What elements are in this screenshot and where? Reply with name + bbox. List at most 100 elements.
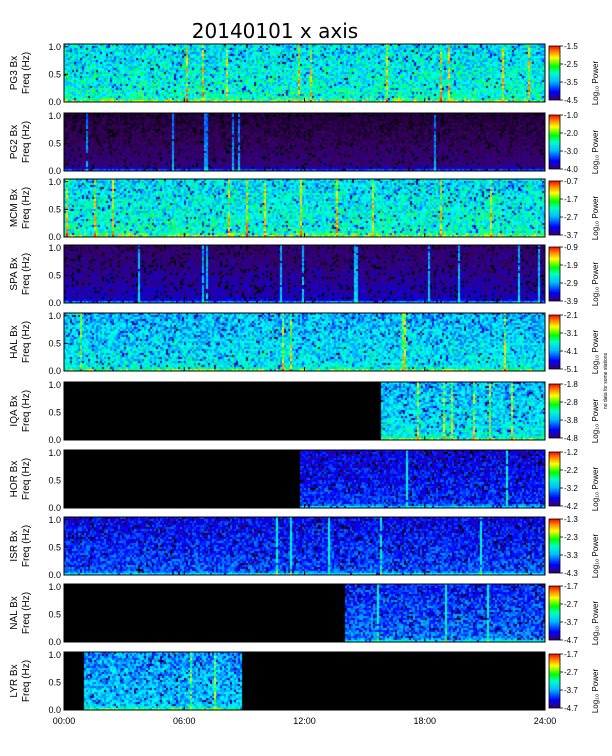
colorbar-tick-label: -3.1 [564, 329, 578, 338]
colorbar-tick-label: -2.1 [564, 311, 578, 320]
y-tick-label: 0.0 [48, 705, 61, 715]
y-tick-label: 0.0 [48, 503, 61, 513]
panel-hal: 0.0 0.5 1.0 HAL Bx Freq (Hz) -2.1 -3.1 -4.1 -5.1… [9, 311, 609, 409]
y-tick-label: 1.0 [48, 243, 61, 253]
y-tick-label: 0.5 [48, 138, 61, 148]
colorbar-tick-label: -4.8 [564, 434, 578, 443]
y-tick-label: 1.0 [48, 311, 61, 321]
spectrogram-image [64, 382, 545, 440]
y-tick-label: 0.5 [48, 407, 61, 417]
y-tick-label: 1.0 [48, 42, 61, 52]
panel-isr: 0.0 0.5 1.0 ISR Bx Freq (Hz) -1.3 -2.3 -3.3 -4.3… [9, 515, 600, 580]
colorbar-label: Log₁₀ Power [591, 330, 600, 375]
colorbar [548, 518, 561, 574]
colorbar-tick-label: -4.7 [564, 636, 578, 645]
colorbar [548, 45, 561, 101]
colorbar-tick-label: -3.7 [564, 231, 578, 240]
y-tick-label: 1.0 [48, 111, 61, 121]
colorbar-tick-label: -3.8 [564, 416, 578, 425]
y-tick-label: 0.5 [48, 609, 61, 619]
colorbar-tick-label: -1.2 [564, 448, 578, 457]
colorbar-tick-label: -0.7 [564, 177, 578, 186]
colorbar [548, 180, 561, 236]
y-tick-label: 0.0 [48, 435, 61, 445]
y-tick-label: 1.0 [48, 448, 61, 458]
colorbar-tick-label: -3.2 [564, 484, 578, 493]
colorbar-tick-label: -4.2 [564, 502, 578, 511]
y-tick-label: 0.0 [48, 97, 61, 107]
colorbar-label: Log₁₀ Power [591, 262, 600, 307]
station-label: NAL Bx [9, 596, 20, 630]
y-tick-label: 1.0 [48, 582, 61, 592]
spectrogram-image [64, 517, 545, 575]
x-tick-label: 06:00 [173, 716, 196, 726]
y-tick-label: 1.0 [48, 515, 61, 525]
freq-label: Freq (Hz) [21, 253, 32, 295]
freq-label: Freq (Hz) [21, 321, 32, 363]
station-label: LYR Bx [9, 664, 20, 697]
colorbar [548, 246, 561, 302]
colorbar-tick-label: -2.3 [564, 533, 578, 542]
station-label: ISR Bx [9, 530, 20, 561]
colorbar [548, 451, 561, 507]
freq-label: Freq (Hz) [21, 187, 32, 229]
colorbar-label: Log₁₀ Power [591, 61, 600, 106]
colorbar-tick-label: -3.5 [564, 78, 578, 87]
colorbar-label: Log₁₀ Power [591, 130, 600, 175]
spectrogram-image [64, 179, 545, 237]
panel-iqa: 0.0 0.5 1.0 IQA Bx Freq (Hz) -1.8 -2.8 -3.8 -4.8… [9, 380, 600, 445]
colorbar-tick-label: -3.7 [564, 686, 578, 695]
colorbar-tick-label: -2.2 [564, 466, 578, 475]
colorbar-tick-label: -5.1 [564, 365, 578, 374]
y-tick-label: 0.0 [48, 637, 61, 647]
panel-hor: 0.0 0.5 1.0 HOR Bx Freq (Hz) -1.2 -2.2 -3.2 -4.2… [9, 448, 600, 513]
y-tick-label: 0.0 [48, 166, 61, 176]
colorbar-tick-label: -2.8 [564, 398, 578, 407]
colorbar-tick-label: -4.5 [564, 96, 578, 105]
colorbar-tick-label: -2.7 [564, 668, 578, 677]
spectrogram-image [64, 44, 545, 102]
freq-label: Freq (Hz) [21, 458, 32, 500]
colorbar-label: Log₁₀ Power [591, 196, 600, 241]
colorbar-tick-label: -1.7 [564, 582, 578, 591]
colorbar-tick-label: -2.7 [564, 600, 578, 609]
x-tick-label: 18:00 [413, 716, 436, 726]
y-tick-label: 0.5 [48, 69, 61, 79]
x-tick-label: 24:00 [534, 716, 557, 726]
y-tick-label: 0.5 [48, 475, 61, 485]
colorbar-tick-label: -1.9 [564, 261, 578, 270]
chart-title: 20140101 x axis [192, 19, 358, 43]
freq-label: Freq (Hz) [21, 390, 32, 432]
y-tick-label: 0.5 [48, 542, 61, 552]
panel-pg3: 0.0 0.5 1.0 PG3 Bx Freq (Hz) -1.5 -2.5 -3.5 -4.5… [9, 42, 600, 107]
panel-nal: 0.0 0.5 1.0 NAL Bx Freq (Hz) -1.7 -2.7 -3.7 -4.7… [9, 582, 600, 647]
x-tick-label: 12:00 [293, 716, 316, 726]
panel-lyr: 0.0 0.5 1.0 LYR Bx Freq (Hz) -1.7 -2.7 -3.7 -4.7… [9, 650, 600, 715]
colorbar-tick-label: -4.3 [564, 569, 578, 578]
colorbar-tick-label: -3.3 [564, 551, 578, 560]
freq-label: Freq (Hz) [21, 592, 32, 634]
spectrogram-image [64, 584, 545, 642]
colorbar-label: Log₁₀ Power [591, 467, 600, 512]
y-tick-label: 1.0 [48, 380, 61, 390]
colorbar-tick-label: -2.7 [564, 213, 578, 222]
colorbar-tick-label: -0.9 [564, 243, 578, 252]
y-tick-label: 0.0 [48, 570, 61, 580]
colorbar-tick-label: -2.0 [564, 129, 578, 138]
colorbar-tick-label: -1.7 [564, 650, 578, 659]
panel-pg2: 0.0 0.5 1.0 PG2 Bx Freq (Hz) -1.0 -2.0 -3.0 -4.0… [9, 111, 600, 176]
freq-label: Freq (Hz) [21, 660, 32, 702]
colorbar-tick-label: -3.9 [564, 297, 578, 306]
colorbar [548, 114, 561, 170]
colorbar-label: Log₁₀ Power [591, 534, 600, 579]
colorbar-tick-label: -2.5 [564, 60, 578, 69]
colorbar-tick-label: -3.7 [564, 618, 578, 627]
y-tick-label: 1.0 [48, 177, 61, 187]
y-tick-label: 1.0 [48, 650, 61, 660]
freq-label: Freq (Hz) [21, 525, 32, 567]
station-label: SPA Bx [9, 257, 20, 290]
station-label: PG2 Bx [9, 125, 20, 159]
spectrogram-image [64, 113, 545, 171]
